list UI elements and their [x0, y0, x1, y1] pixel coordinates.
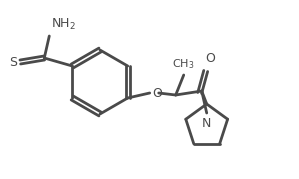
Text: O: O [205, 52, 215, 65]
Text: N: N [202, 117, 211, 130]
Text: NH$_2$: NH$_2$ [51, 17, 76, 32]
Text: O: O [153, 86, 163, 100]
Text: CH$_3$: CH$_3$ [173, 57, 195, 71]
Text: S: S [9, 55, 17, 69]
